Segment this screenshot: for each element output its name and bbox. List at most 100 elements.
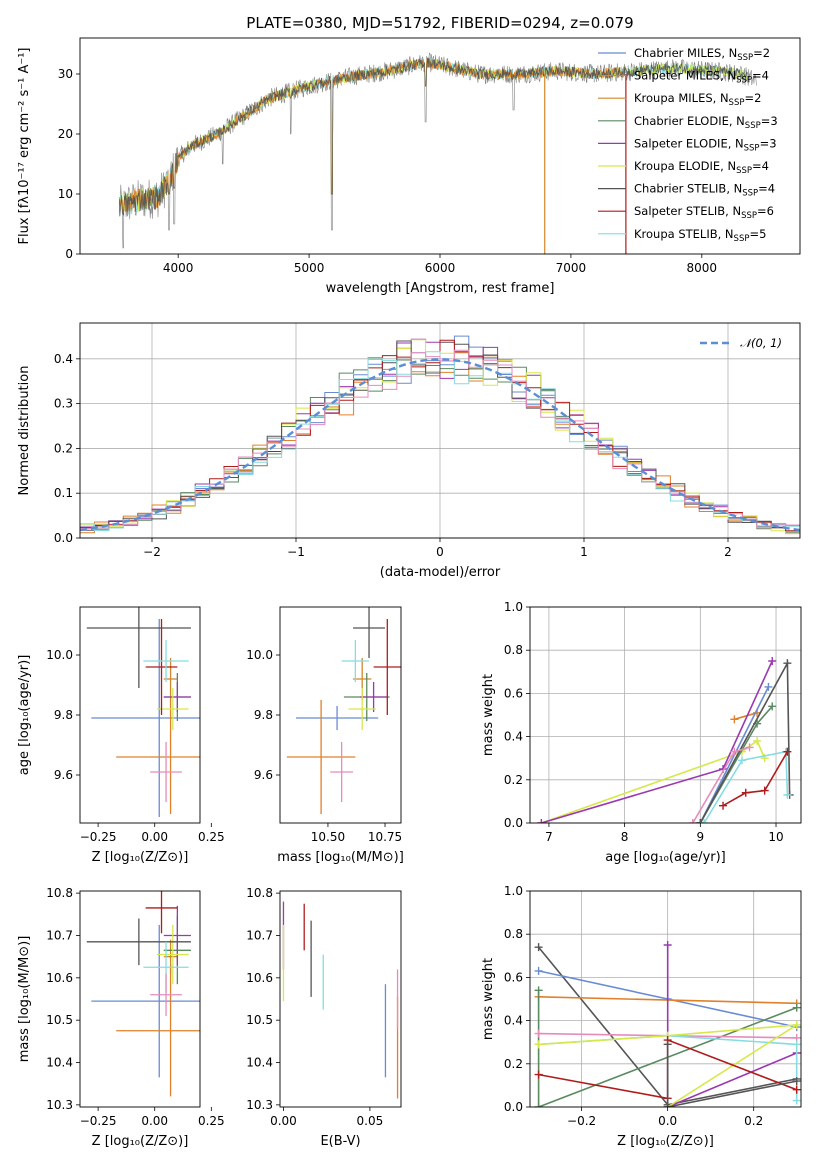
weight-marker <box>745 743 754 752</box>
weight-marker <box>792 1096 801 1105</box>
y-tick-label: 9.8 <box>54 708 73 722</box>
y-tick-label: 0.4 <box>504 1014 523 1028</box>
x-tick-label: −0.25 <box>80 1114 117 1128</box>
legend-entry-suffix: =4 <box>752 69 769 83</box>
weight-marker <box>663 941 672 949</box>
x-tick-label: 0.05 <box>357 1114 384 1128</box>
spectrum-ticks: 4000 5000 6000 7000 8000 0 10 20 30 <box>58 37 801 275</box>
weight-marker <box>792 1040 801 1049</box>
x-tick-label: −0.2 <box>567 1114 596 1128</box>
legend-entry-suffix: =3 <box>761 114 778 128</box>
mass_weight_vs_age-ticks: 7 8 9 10 0.0 0.2 0.4 0.6 0.8 1.0 <box>504 600 802 844</box>
legend-entry: Chabrier STELIB, NSSP=4 <box>634 182 775 199</box>
residuals-xlabel: (data-model)/error <box>380 565 501 580</box>
x-tick-label: 6000 <box>425 261 456 275</box>
legend-entry-sub: SSP <box>729 98 745 108</box>
weight-marker <box>688 819 697 823</box>
x-tick-label: 2 <box>724 545 732 559</box>
legend-entry: Salpeter ELODIE, NSSP=3 <box>634 136 777 153</box>
weight-marker <box>719 801 728 810</box>
legend-entry: Salpeter MILES, NSSP=4 <box>634 69 769 86</box>
y-tick-label: 10.8 <box>46 886 73 900</box>
legend-entry: Salpeter STELIB, NSSP=6 <box>634 204 774 221</box>
weight-marker <box>783 790 792 799</box>
legend-entry-label: Salpeter STELIB, N <box>634 204 741 218</box>
mass_weight_vs_Z-ylabel: mass weight <box>481 958 496 1040</box>
y-tick-label: 0.4 <box>54 352 73 366</box>
legend-entry-suffix: =4 <box>752 159 769 173</box>
weight-marker <box>753 736 762 745</box>
legend-entry-label: Chabrier ELODIE, N <box>634 114 745 128</box>
x-tick-label: 10 <box>768 830 783 844</box>
y-tick-label: 1.0 <box>504 600 523 614</box>
x-tick-label: −2 <box>143 545 161 559</box>
errorbar-point <box>91 924 200 1078</box>
y-tick-label: 0.3 <box>54 397 73 411</box>
mass_weight_vs_Z-plot <box>534 941 801 1107</box>
errorbar-point <box>143 640 189 682</box>
y-tick-label: 10.4 <box>46 1056 73 1070</box>
errorbar-point <box>341 640 370 682</box>
y-tick-label: 0.0 <box>54 531 73 545</box>
errorbar-point <box>116 700 200 814</box>
weight-marker <box>737 756 746 765</box>
weight-marker <box>792 1003 801 1012</box>
weight-marker <box>768 657 777 665</box>
x-tick-label: 0 <box>436 545 444 559</box>
mass_vs_ebv-plot <box>282 901 399 1099</box>
mass_vs_Z-frame <box>79 890 201 1108</box>
histogram-step <box>80 349 800 529</box>
weight-marker <box>764 682 773 691</box>
x-tick-label: −1 <box>287 545 305 559</box>
x-tick-label: 9 <box>697 830 705 844</box>
legend-entry-suffix: =3 <box>760 136 777 150</box>
x-tick-label: 4000 <box>163 261 194 275</box>
mass_vs_Z-ticks: −0.25 0.00 0.25 10.3 10.4 10.5 10.6 10.7 10.8 <box>46 886 224 1128</box>
spectrum-ylabel: Flux [fλ10⁻¹⁷ erg cm⁻² s⁻¹ A⁻¹] <box>17 48 32 245</box>
y-tick-label: 10.6 <box>46 971 73 985</box>
y-tick-label: 10.6 <box>246 971 273 985</box>
weight-marker <box>663 1040 672 1049</box>
weight-marker <box>537 819 546 823</box>
errorbar-point <box>330 742 354 802</box>
mass_vs_Z-xlabel: Z [log₁₀(Z/Z⊙)] <box>92 1134 189 1149</box>
weight-marker <box>741 788 750 797</box>
legend-entry-suffix: =2 <box>744 91 761 105</box>
errorbar-point <box>163 682 191 712</box>
weight-marker <box>760 786 769 795</box>
weight-marker <box>534 1029 543 1038</box>
y-tick-label: 0.4 <box>504 730 523 744</box>
x-tick-label: 0.2 <box>744 1114 763 1128</box>
weight-marker <box>730 715 739 724</box>
y-tick-label: 0.0 <box>504 1100 523 1114</box>
weight-series <box>688 743 754 823</box>
legend-entry: Kroupa ELODIE, NSSP=4 <box>634 159 769 176</box>
y-tick-label: 0.8 <box>504 927 523 941</box>
y-tick-label: 0.2 <box>54 441 73 455</box>
weight-marker <box>534 1103 543 1107</box>
legend-entry: Kroupa MILES, NSSP=2 <box>634 91 761 108</box>
spectrum-frame <box>79 37 801 255</box>
legend-entry-suffix: =5 <box>749 227 766 241</box>
errorbar-point <box>348 688 376 730</box>
y-tick-label: 0.0 <box>504 816 523 830</box>
residuals-ylabel: Normed distribution <box>17 366 32 496</box>
y-tick-label: 30 <box>58 67 73 81</box>
y-tick-label: 10.7 <box>246 928 273 942</box>
residuals-legend: 𝒩(0, 1) <box>700 336 782 350</box>
x-tick-label: 7 <box>545 830 553 844</box>
y-tick-label: 10.3 <box>46 1098 73 1112</box>
mass_weight_vs_age-ylabel: mass weight <box>481 674 496 756</box>
y-tick-label: 10.0 <box>46 648 73 662</box>
mass_weight_vs_Z-ticks: −0.2 0.0 0.2 0.0 0.2 0.4 0.6 0.8 1.0 <box>504 884 802 1128</box>
y-tick-label: 10.5 <box>246 1013 273 1027</box>
weight-marker <box>696 819 705 823</box>
legend-entry-sub: SSP <box>745 121 761 131</box>
y-tick-label: 0.2 <box>504 773 523 787</box>
legend-entry-suffix: =2 <box>753 46 770 60</box>
y-tick-label: 0.1 <box>54 486 73 500</box>
weight-series <box>700 747 792 823</box>
weight-marker <box>663 1103 672 1107</box>
mass_vs_Z-plot <box>86 891 200 1097</box>
x-tick-label: 7000 <box>556 261 587 275</box>
